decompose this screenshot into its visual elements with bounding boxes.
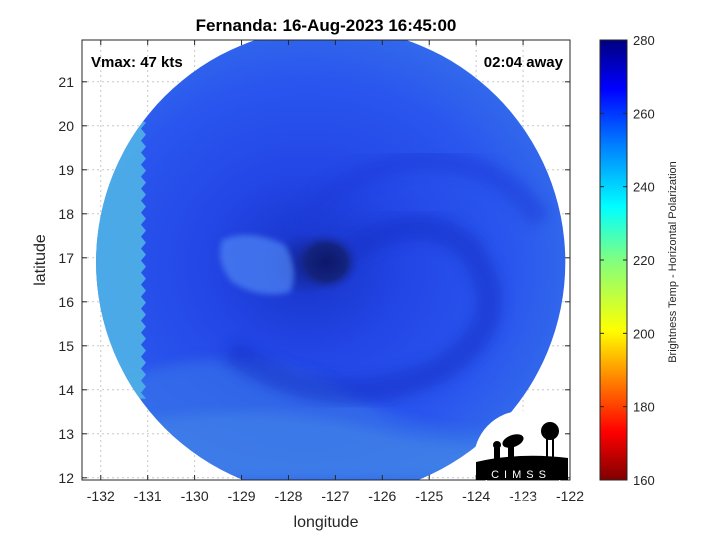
x-tick-label: -123: [509, 488, 537, 504]
x-tick-label: -122: [556, 488, 584, 504]
y-tick-label: 20: [58, 118, 74, 134]
storm-eye: [292, 232, 360, 293]
y-tick-label: 19: [58, 162, 74, 178]
satellite-dish-icon: [502, 434, 524, 448]
axes-frame: [81, 39, 571, 481]
colorbar-ticks: 160 180 200 220 240 260 280: [600, 33, 655, 488]
time-away-label: 02:04 away: [484, 54, 564, 71]
cimss-logo: CIMSS: [473, 410, 568, 501]
x-tick-label: -131: [134, 488, 162, 504]
colorbar: [599, 39, 628, 481]
colorbar-tick-label: 160: [633, 473, 655, 488]
colorbar-tick-label: 200: [633, 326, 655, 341]
figure-title: Fernanda: 16-Aug-2023 16:45:00: [196, 16, 457, 35]
y-tick-label: 18: [58, 206, 74, 222]
x-tick-label: -125: [415, 488, 443, 504]
x-tick-label: -130: [181, 488, 209, 504]
colorbar-label: Brightness Temp - Horizontal Polarizatio…: [667, 161, 679, 363]
x-tick-label: -128: [274, 488, 302, 504]
vmax-label: Vmax: 47 kts: [91, 54, 183, 71]
x-tick-label: -129: [228, 488, 256, 504]
water-tower-icon: [541, 422, 559, 440]
cold-region: [96, 121, 146, 399]
y-tick-label: 16: [58, 294, 74, 310]
y-tick-label: 12: [58, 470, 74, 486]
y-axis-label: latitude: [32, 234, 49, 286]
colorbar-tick-label: 260: [633, 106, 655, 121]
y-tick-label: 13: [58, 426, 74, 442]
axis-ticks: -132 -131 -130 -129 -128 -127 -126 -125 -124 -123…: [58, 40, 584, 504]
y-tick-label: 17: [58, 250, 74, 266]
x-tick-label: -132: [87, 488, 115, 504]
colorbar-tick-label: 280: [633, 33, 655, 48]
colorbar-tick-label: 180: [633, 400, 655, 415]
colorbar-tick-label: 240: [633, 180, 655, 195]
y-tick-label: 21: [58, 74, 74, 90]
y-tick-label: 15: [58, 338, 74, 354]
x-tick-label: -127: [321, 488, 349, 504]
y-tick-label: 14: [58, 382, 74, 398]
x-tick-label: -124: [462, 488, 490, 504]
x-tick-label: -126: [368, 488, 396, 504]
logo-text: CIMSS: [491, 469, 551, 481]
colorbar-tick-label: 220: [633, 253, 655, 268]
x-axis-label: longitude: [294, 514, 359, 531]
